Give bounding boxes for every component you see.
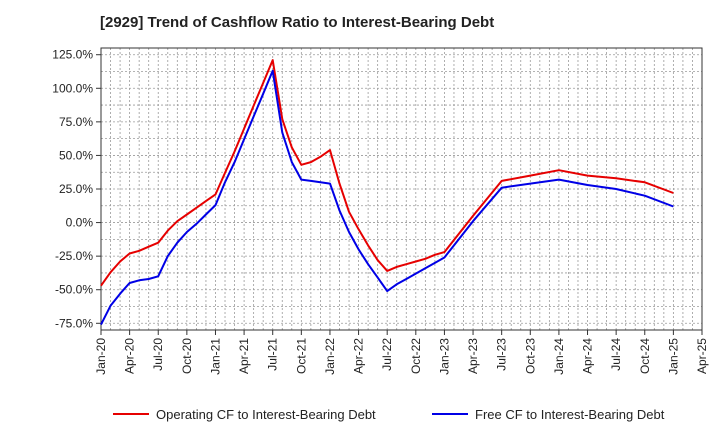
- x-axis: Jan-20 Apr-20 Jul-20 Oct-20 Jan-21 Apr-21 Jul-…: [94, 330, 709, 375]
- x-tick-label: Jan-24: [552, 338, 566, 375]
- x-tick-label: Jan-23: [437, 338, 451, 375]
- y-tick-label: 75.0%: [59, 115, 93, 129]
- x-tick-label: Apr-23: [466, 338, 480, 374]
- y-tick-label: 25.0%: [59, 182, 93, 196]
- legend: Operating CF to Interest-Bearing Debt Fre…: [113, 407, 665, 422]
- x-tick-label: Oct-22: [409, 338, 423, 374]
- y-tick-label: 0.0%: [66, 216, 94, 230]
- x-tick-label: Apr-20: [123, 338, 137, 374]
- y-tick-label: 50.0%: [59, 148, 93, 162]
- horizontal-grid: [101, 54, 702, 324]
- x-tick-label: Apr-22: [352, 338, 366, 374]
- y-tick-label: 125.0%: [52, 48, 93, 62]
- y-tick-label: -75.0%: [55, 316, 93, 330]
- x-tick-label: Oct-24: [638, 338, 652, 374]
- legend-label: Free CF to Interest-Bearing Debt: [475, 407, 665, 422]
- y-tick-label: -50.0%: [55, 283, 93, 297]
- x-tick-label: Jul-20: [151, 338, 165, 371]
- x-tick-label: Jan-20: [94, 338, 108, 375]
- x-tick-label: Jul-24: [609, 338, 623, 371]
- x-tick-label: Jul-23: [495, 338, 509, 371]
- x-tick-label: Oct-20: [180, 338, 194, 374]
- x-tick-label: Jan-22: [323, 338, 337, 375]
- x-tick-label: Jan-25: [666, 338, 680, 375]
- x-tick-label: Oct-21: [294, 338, 308, 374]
- series-line-1: [100, 59, 674, 287]
- chart-title: [2929] Trend of Cashflow Ratio to Intere…: [100, 14, 495, 31]
- x-tick-label: Jan-21: [208, 338, 222, 375]
- x-tick-label: Apr-24: [581, 338, 595, 374]
- x-tick-label: Apr-21: [237, 338, 251, 374]
- legend-label: Operating CF to Interest-Bearing Debt: [156, 407, 376, 422]
- x-tick-label: Oct-23: [523, 338, 537, 374]
- y-tick-label: -25.0%: [55, 249, 93, 263]
- y-tick-label: 100.0%: [52, 81, 93, 95]
- x-tick-label: Jul-22: [380, 338, 394, 371]
- y-axis: 125.0% 100.0% 75.0% 50.0% 25.0% 0.0% -25.0% -50…: [52, 48, 101, 330]
- series-line-2: [100, 69, 674, 326]
- x-tick-label: Apr-25: [695, 338, 709, 374]
- x-tick-label: Jul-21: [266, 338, 280, 371]
